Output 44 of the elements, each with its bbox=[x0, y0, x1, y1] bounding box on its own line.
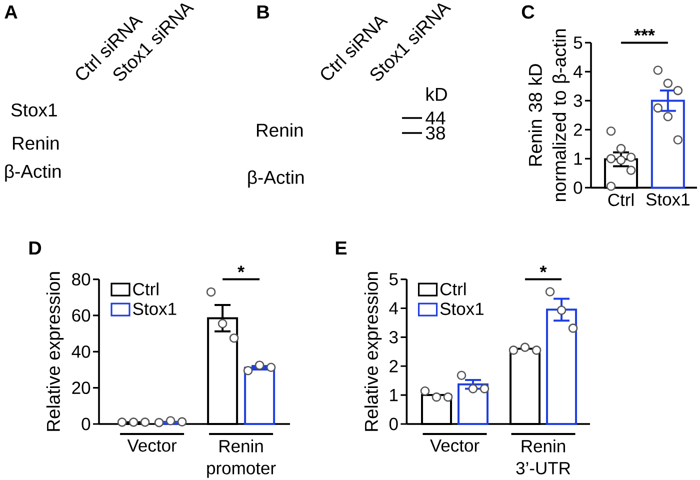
chart-title: C bbox=[522, 5, 534, 19]
y-tick-label: 60 bbox=[72, 309, 90, 322]
text: 44 bbox=[426, 112, 446, 124]
text: Renin bbox=[256, 123, 303, 137]
text: B bbox=[257, 5, 270, 19]
text: Renin bbox=[12, 136, 59, 150]
chart-title: E bbox=[336, 241, 347, 255]
legend-label: Ctrl bbox=[440, 282, 466, 296]
y-tick-label: 20 bbox=[72, 382, 90, 394]
y-tick-label: 5 bbox=[574, 36, 582, 49]
text: *** bbox=[634, 29, 655, 36]
y-tick-label: 1 bbox=[574, 152, 582, 165]
text: β-Actin bbox=[5, 164, 61, 182]
y-axis-title: Relative expression bbox=[46, 272, 64, 431]
y-axis-title: Renin 38 kD normalized to β-actin bbox=[528, 29, 570, 202]
text: A bbox=[4, 5, 18, 19]
y-tick-label: 4 bbox=[573, 66, 582, 78]
text: Stox1 bbox=[11, 103, 57, 117]
y-tick-label: 0 bbox=[574, 182, 582, 194]
legend-label: Ctrl bbox=[133, 282, 158, 296]
legend-label: Stox1 bbox=[440, 302, 484, 316]
x-tick-label: Renin promoter bbox=[207, 440, 276, 478]
y-tick-label: 3 bbox=[389, 330, 398, 344]
x-tick-label: Vector bbox=[127, 440, 177, 452]
legend-label: Stox1 bbox=[133, 302, 176, 316]
y-tick-label: 2 bbox=[390, 360, 398, 372]
y-tick-label: 80 bbox=[72, 273, 90, 286]
y-tick-label: 3 bbox=[574, 94, 582, 107]
x-tick-label: Vector bbox=[430, 440, 480, 452]
x-tick-label: Renin 3’-UTR bbox=[516, 440, 570, 474]
text: * bbox=[238, 266, 245, 272]
text: β-Actin bbox=[248, 170, 304, 188]
text: * bbox=[540, 266, 547, 272]
y-axis-title: Relative expression bbox=[364, 272, 382, 431]
y-tick-label: 4 bbox=[389, 302, 398, 314]
text: kD bbox=[426, 87, 447, 101]
y-tick-label: 0 bbox=[389, 418, 398, 430]
y-tick-label: 40 bbox=[72, 345, 90, 358]
y-tick-label: 2 bbox=[574, 124, 582, 136]
y-tick-label: 1 bbox=[390, 389, 398, 402]
y-tick-label: 0 bbox=[82, 418, 90, 430]
chart-title: D bbox=[29, 241, 42, 255]
y-tick-label: 5 bbox=[389, 273, 398, 286]
text: 38 bbox=[426, 126, 445, 140]
